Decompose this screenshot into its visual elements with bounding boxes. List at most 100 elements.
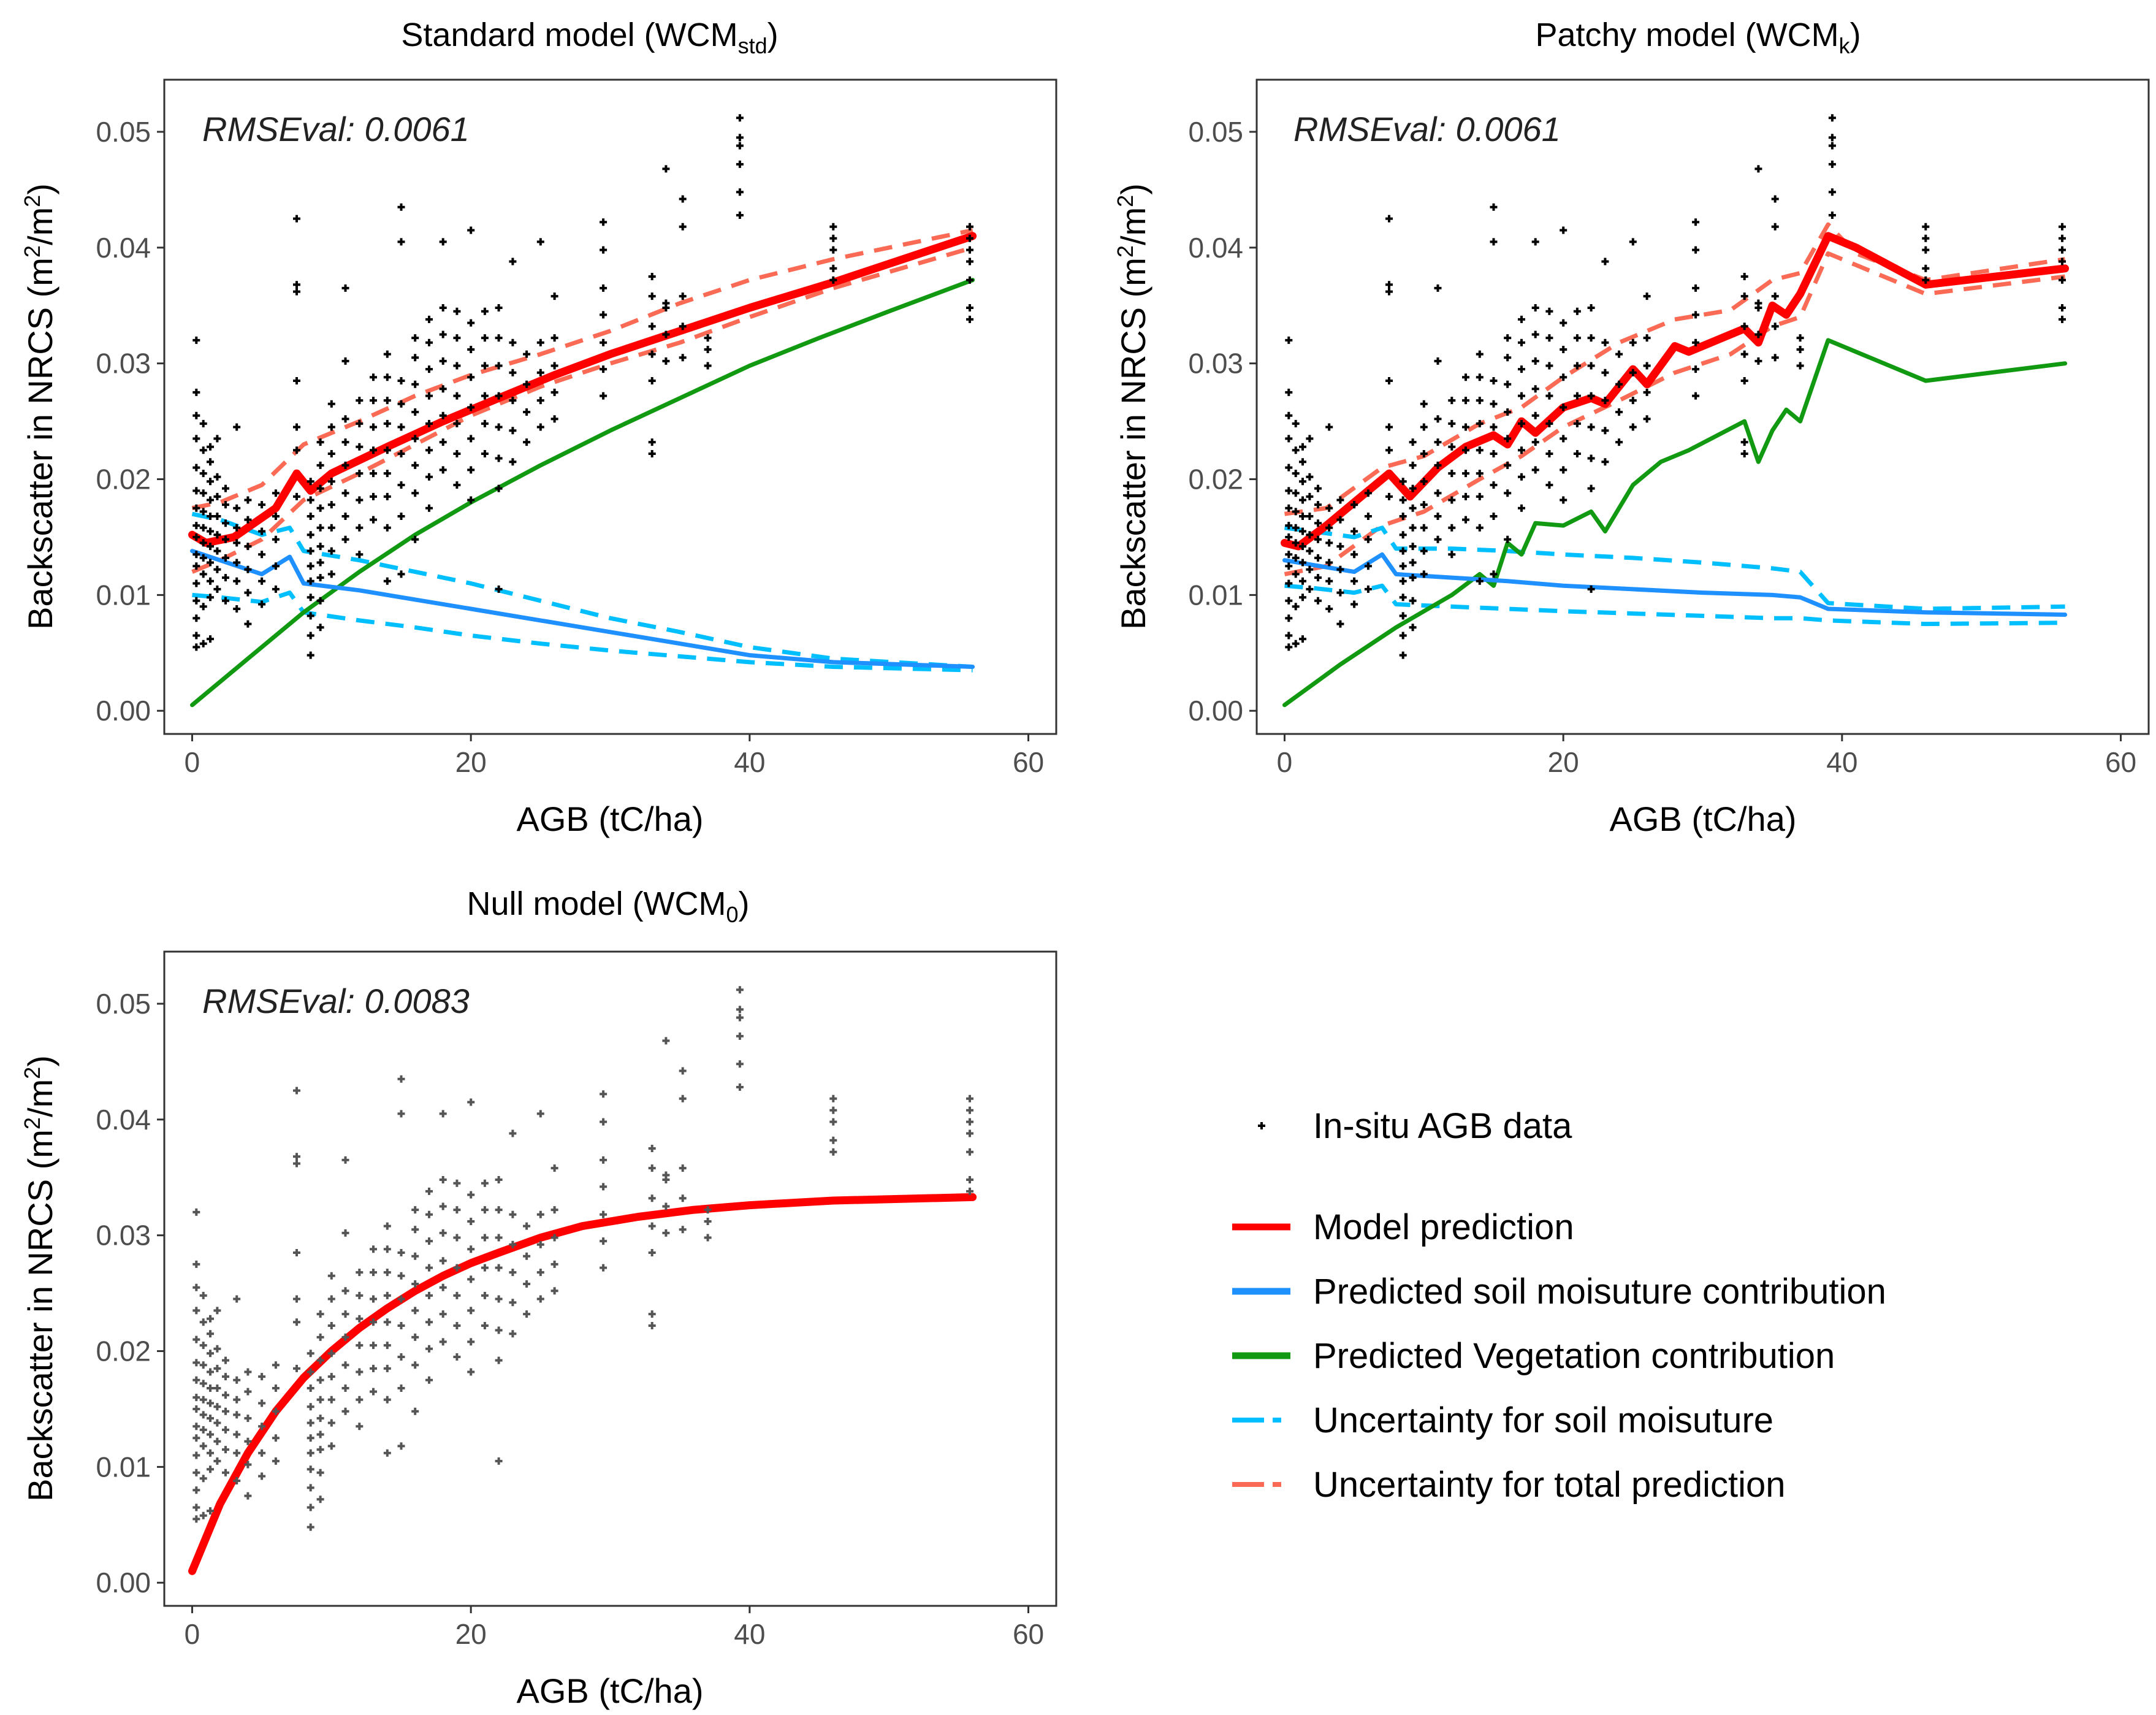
data-point bbox=[1518, 473, 1525, 481]
data-point bbox=[207, 527, 214, 535]
data-point bbox=[316, 504, 324, 512]
data-point bbox=[1292, 570, 1300, 578]
data-point bbox=[536, 1210, 544, 1218]
data-point bbox=[1385, 288, 1393, 296]
data-point bbox=[1629, 369, 1637, 376]
data-point bbox=[425, 419, 433, 427]
data-point bbox=[199, 1342, 207, 1350]
data-point bbox=[1504, 408, 1512, 416]
data-point bbox=[192, 579, 200, 587]
data-point bbox=[272, 513, 280, 520]
data-point bbox=[370, 1318, 377, 1326]
data-point bbox=[495, 484, 503, 492]
data-point bbox=[439, 238, 447, 246]
data-point bbox=[383, 1342, 391, 1350]
data-point bbox=[1364, 489, 1372, 497]
data-point bbox=[213, 565, 221, 573]
legend-label: Predicted soil moisuture contribution bbox=[1313, 1272, 1886, 1312]
data-point bbox=[509, 1269, 517, 1277]
data-point bbox=[1299, 443, 1306, 451]
data-point bbox=[411, 408, 419, 416]
data-point bbox=[1754, 299, 1762, 307]
data-point bbox=[439, 1229, 447, 1237]
data-point bbox=[411, 1307, 419, 1315]
data-point bbox=[736, 986, 744, 994]
data-point bbox=[233, 559, 241, 567]
data-point bbox=[1922, 276, 1930, 284]
data-point bbox=[327, 478, 335, 486]
data-point bbox=[439, 411, 447, 419]
data-point bbox=[1629, 397, 1637, 405]
data-point bbox=[1364, 585, 1372, 593]
data-point bbox=[600, 1210, 608, 1218]
data-point bbox=[1490, 481, 1498, 489]
data-point bbox=[213, 531, 221, 539]
data-point bbox=[523, 408, 531, 416]
data-point bbox=[1587, 454, 1595, 462]
data-point bbox=[1587, 392, 1595, 400]
data-point bbox=[222, 597, 229, 605]
y-tick-label: 0.02 bbox=[1188, 464, 1243, 495]
data-point bbox=[192, 632, 200, 640]
data-point bbox=[1306, 473, 1314, 481]
data-point bbox=[207, 478, 214, 486]
data-point bbox=[453, 1206, 461, 1214]
data-point bbox=[370, 492, 377, 500]
data-point bbox=[222, 519, 229, 527]
data-point bbox=[453, 362, 461, 370]
data-point bbox=[453, 1353, 461, 1361]
data-point bbox=[307, 1484, 314, 1492]
data-point bbox=[397, 1322, 405, 1329]
data-point bbox=[467, 226, 475, 234]
data-point bbox=[1531, 357, 1539, 365]
data-point bbox=[439, 1176, 447, 1183]
data-point bbox=[1692, 218, 1700, 226]
data-point bbox=[481, 1206, 489, 1214]
data-point bbox=[199, 1442, 207, 1450]
data-point bbox=[1754, 330, 1762, 338]
data-point bbox=[341, 438, 349, 446]
data-point bbox=[536, 397, 544, 405]
data-point bbox=[736, 1032, 744, 1040]
data-point bbox=[600, 1156, 608, 1164]
data-point bbox=[966, 1129, 973, 1137]
data-point bbox=[1420, 570, 1428, 578]
data-point bbox=[213, 1457, 221, 1465]
data-point bbox=[1476, 397, 1484, 405]
data-point bbox=[1740, 377, 1748, 384]
data-point bbox=[199, 1318, 207, 1326]
data-point bbox=[536, 1110, 544, 1118]
data-point bbox=[244, 1461, 252, 1469]
data-point bbox=[383, 1396, 391, 1404]
data-point bbox=[600, 365, 608, 373]
y-tick-label: 0.03 bbox=[96, 1220, 151, 1251]
data-point bbox=[2059, 258, 2066, 265]
data-point bbox=[307, 594, 314, 602]
data-point bbox=[327, 450, 335, 457]
data-point bbox=[1771, 223, 1779, 231]
data-point bbox=[1692, 311, 1700, 319]
data-point bbox=[1573, 392, 1581, 400]
data-point bbox=[356, 443, 364, 451]
data-point bbox=[1573, 307, 1581, 315]
data-point bbox=[1560, 226, 1567, 234]
data-point bbox=[316, 1469, 324, 1476]
data-point bbox=[192, 1260, 200, 1268]
data-point bbox=[1448, 470, 1456, 478]
data-point bbox=[207, 1415, 214, 1423]
data-point bbox=[258, 527, 266, 535]
data-point bbox=[481, 307, 489, 315]
data-point bbox=[662, 1171, 670, 1179]
data-point bbox=[207, 458, 214, 466]
data-point bbox=[307, 562, 314, 570]
data-point bbox=[1518, 365, 1525, 373]
data-point bbox=[481, 1264, 489, 1272]
data-point bbox=[829, 1118, 837, 1126]
y-tick-label: 0.02 bbox=[96, 464, 151, 495]
data-point bbox=[199, 1361, 207, 1369]
data-point bbox=[1740, 292, 1748, 300]
y-axis-label: Backscatter in NRCS (m2/m2) bbox=[1113, 183, 1152, 630]
series-line-soil bbox=[190, 549, 975, 669]
data-point bbox=[453, 1179, 461, 1187]
data-point bbox=[662, 1229, 670, 1237]
